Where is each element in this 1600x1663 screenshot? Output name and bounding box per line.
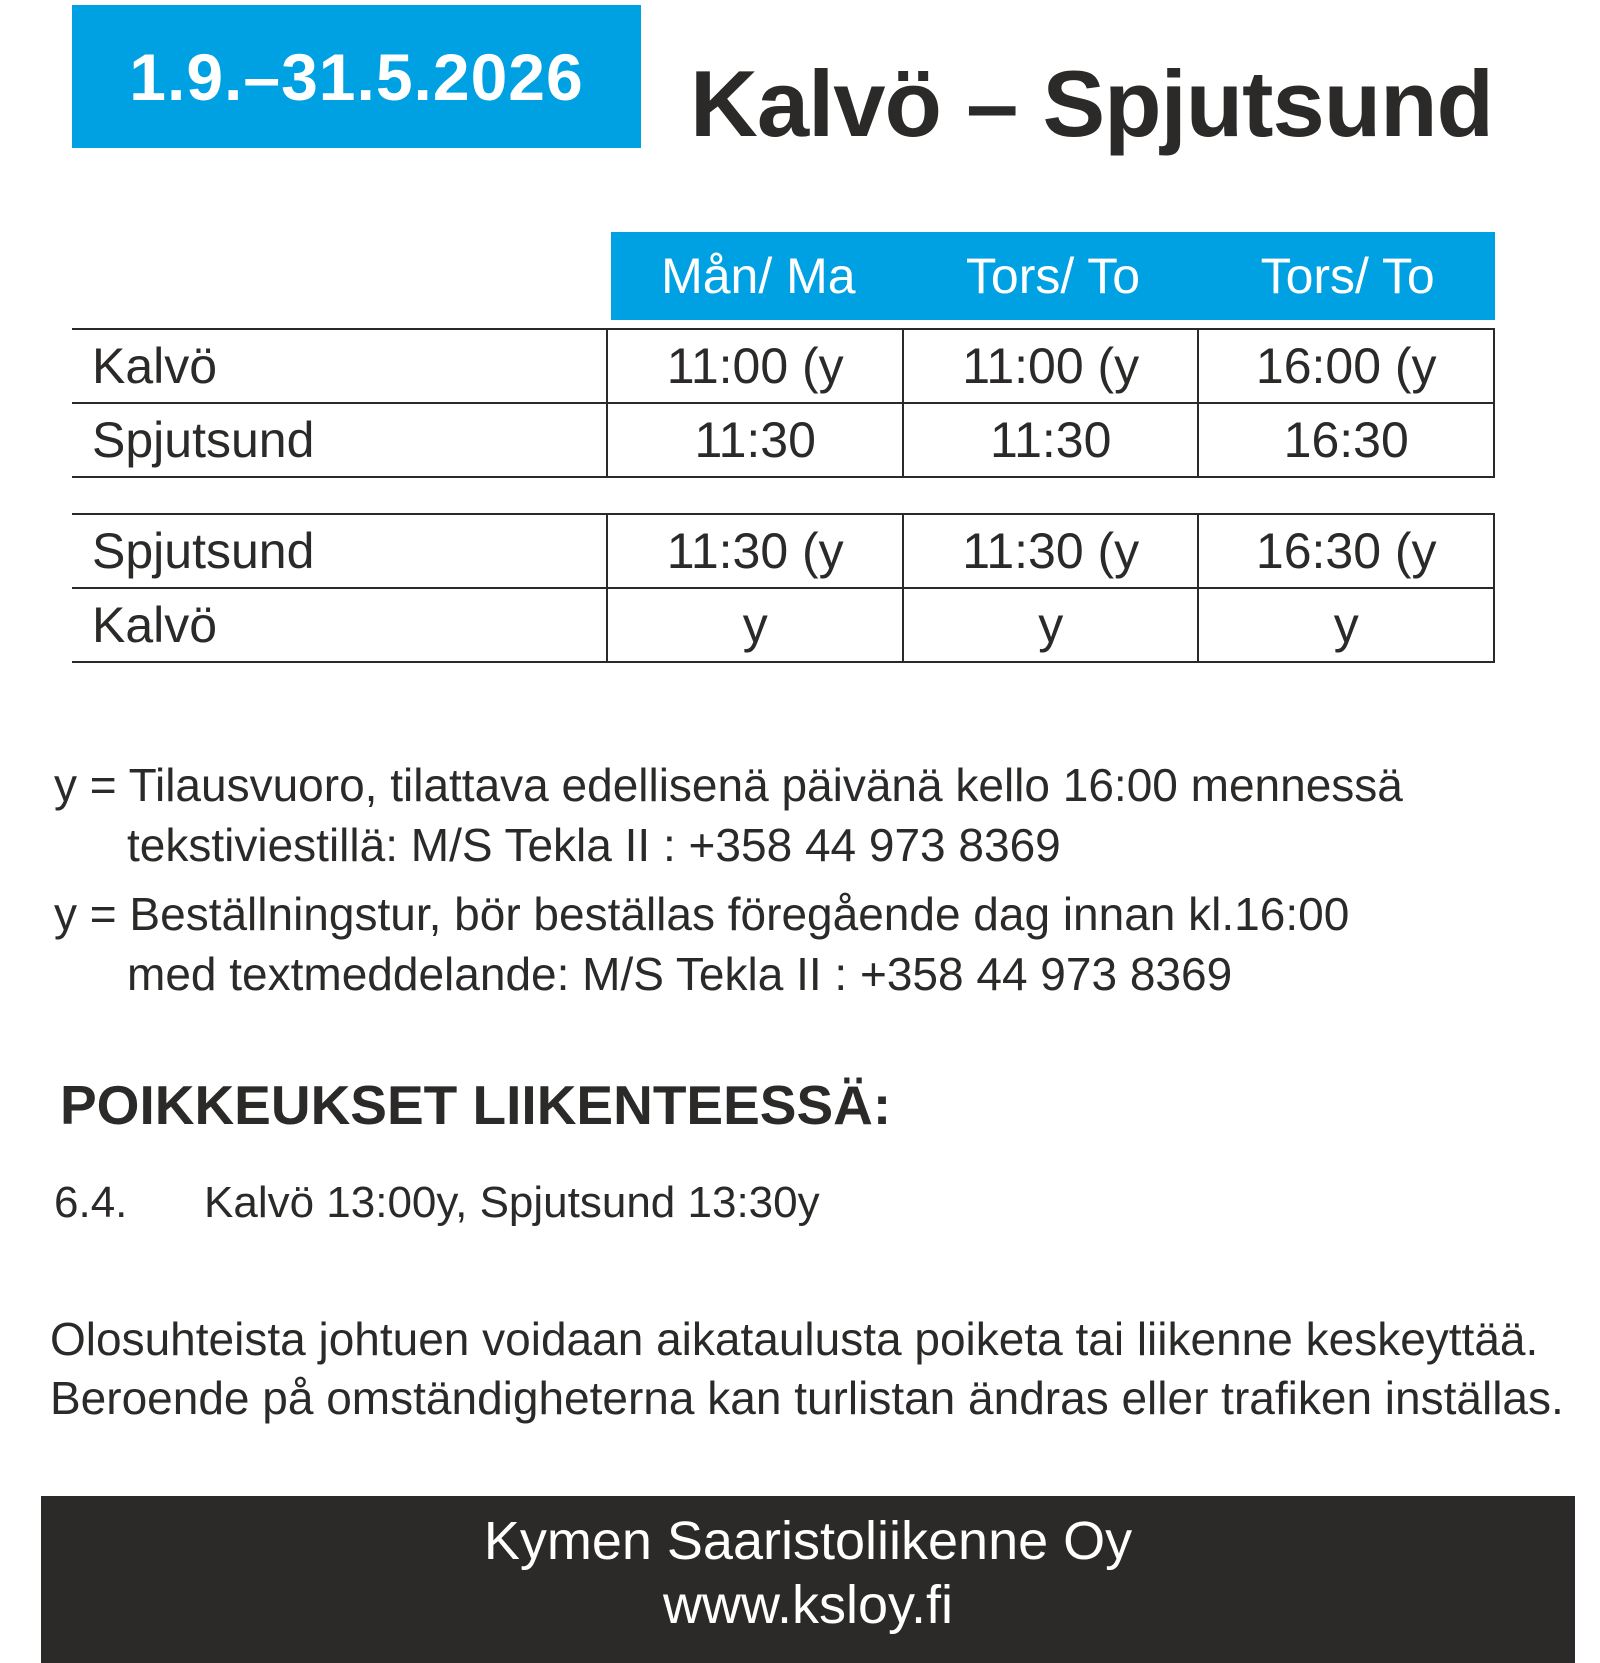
timetable-return: Spjutsund 11:30 (y 11:30 (y 16:30 (y Kal… <box>72 513 1495 663</box>
footer: Kymen Saaristoliikenne Oy www.ksloy.fi <box>41 1496 1575 1663</box>
departure-time: 16:00 (y <box>1197 328 1495 404</box>
arrival-time: 16:30 <box>1197 402 1495 478</box>
exceptions-heading: POIKKEUKSET LIIKENTEESSÄ: <box>60 1074 892 1136</box>
stop-name: Kalvö <box>72 328 608 404</box>
arrival-time: y <box>606 587 904 663</box>
disclaimer-note: Olosuhteista johtuen voidaan aikataulust… <box>50 1313 1564 1424</box>
legend-line: tekstiviestillä: M/S Tekla II : +358 44 … <box>127 819 1061 871</box>
table-header: Mån/ Ma Tors/ To Tors/ To <box>611 232 1495 320</box>
legend-line: y = Beställningstur, bör beställas föreg… <box>54 888 1350 940</box>
departure-time: 11:30 (y <box>606 513 904 589</box>
table-row: Spjutsund 11:30 11:30 16:30 <box>72 402 1495 478</box>
route-title: Kalvö – Spjutsund <box>690 51 1494 156</box>
column-header: Tors/ To <box>965 248 1141 304</box>
stop-name: Kalvö <box>72 587 608 663</box>
arrival-time: y <box>901 587 1200 663</box>
period-text: 1.9.–31.5.2026 <box>129 39 584 114</box>
stop-name: Spjutsund <box>72 402 608 478</box>
legend-line: y = Tilausvuoro, tilattava edellisenä pä… <box>54 759 1403 811</box>
departure-time: 16:30 (y <box>1197 513 1495 589</box>
column-header: Tors/ To <box>1260 248 1435 304</box>
website-link[interactable]: www.ksloy.fi <box>662 1575 954 1635</box>
timetable-outbound: Kalvö 11:00 (y 11:00 (y 16:00 (y Spjutsu… <box>72 328 1495 478</box>
legend-finnish: y = Tilausvuoro, tilattava edellisenä pä… <box>54 755 1403 875</box>
table-row: Kalvö y y y <box>72 587 1495 663</box>
exception-date: 6.4. <box>54 1178 128 1227</box>
arrival-time: 11:30 <box>901 402 1200 478</box>
arrival-time: 11:30 <box>606 402 904 478</box>
legend-swedish: y = Beställningstur, bör beställas föreg… <box>54 884 1349 1004</box>
table-row: Spjutsund 11:30 (y 11:30 (y 16:30 (y <box>72 513 1495 589</box>
period-badge: 1.9.–31.5.2026 <box>72 5 641 148</box>
arrival-time: y <box>1197 587 1495 663</box>
departure-time: 11:30 (y <box>901 513 1200 589</box>
exception-text: Kalvö 13:00y, Spjutsund 13:30y <box>204 1178 820 1227</box>
departure-time: 11:00 (y <box>901 328 1200 404</box>
company-name: Kymen Saaristoliikenne Oy <box>483 1511 1133 1571</box>
exception-item: 6.4. Kalvö 13:00y, Spjutsund 13:30y <box>54 1178 820 1228</box>
legend-line: med textmeddelande: M/S Tekla II : +358 … <box>127 948 1233 1000</box>
stop-name: Spjutsund <box>72 513 608 589</box>
table-row: Kalvö 11:00 (y 11:00 (y 16:00 (y <box>72 328 1495 404</box>
departure-time: 11:00 (y <box>606 328 904 404</box>
column-header: Mån/ Ma <box>661 248 856 304</box>
